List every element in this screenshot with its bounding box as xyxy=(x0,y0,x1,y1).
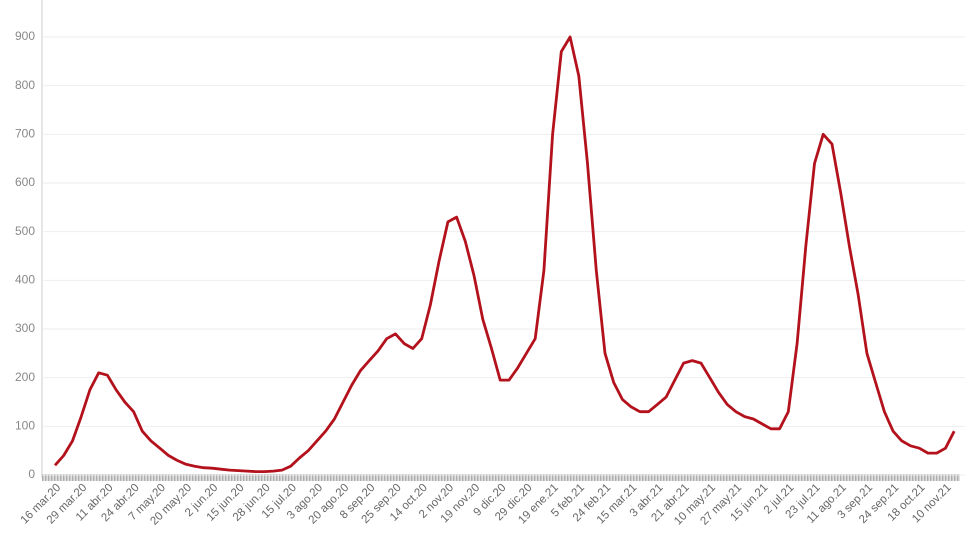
y-tick-label: 500 xyxy=(15,224,35,238)
y-tick-label: 800 xyxy=(15,78,35,92)
x-axis-ticks xyxy=(42,474,960,481)
y-tick-label: 200 xyxy=(15,370,35,384)
y-tick-label: 0 xyxy=(28,467,35,481)
y-tick-label: 900 xyxy=(15,29,35,43)
y-tick-label: 400 xyxy=(15,273,35,287)
y-tick-label: 700 xyxy=(15,127,35,141)
y-tick-label: 100 xyxy=(15,419,35,433)
y-tick-label: 300 xyxy=(15,321,35,335)
y-tick-label: 600 xyxy=(15,175,35,189)
data-line xyxy=(53,35,956,474)
